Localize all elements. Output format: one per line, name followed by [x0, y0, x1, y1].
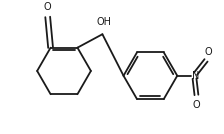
Text: OH: OH — [97, 17, 112, 27]
Text: O: O — [44, 2, 52, 12]
Text: N: N — [192, 71, 199, 81]
Text: O: O — [204, 46, 212, 57]
Text: O: O — [193, 100, 200, 110]
